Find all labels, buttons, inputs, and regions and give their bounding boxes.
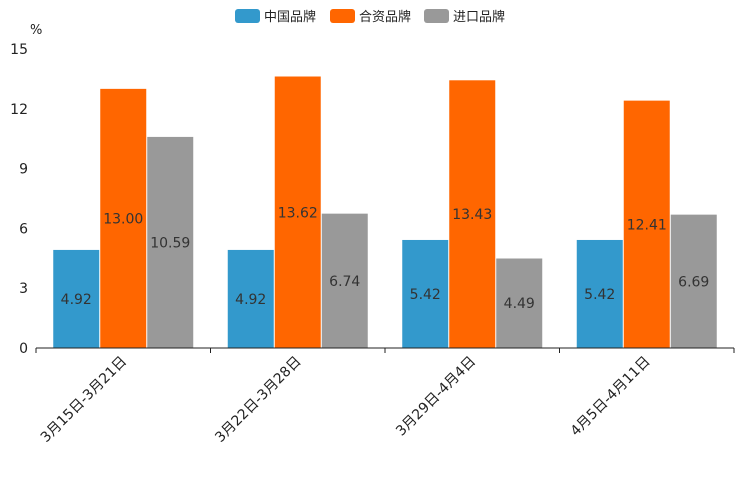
legend-swatch	[235, 9, 260, 23]
legend: 中国品牌 合资品牌 进口品牌	[235, 9, 505, 25]
y-tick-label: 6	[19, 221, 28, 237]
x-category-label: 3月15日-3月21日	[38, 354, 130, 446]
data-label: 4.92	[61, 292, 92, 308]
bar-1-2	[227, 249, 274, 348]
data-label: 13.43	[452, 207, 492, 223]
data-label: 13.00	[103, 211, 143, 227]
bar-3-1	[147, 136, 194, 348]
legend-label: 进口品牌	[453, 9, 505, 25]
data-label: 6.69	[678, 274, 709, 290]
legend-swatch	[330, 9, 355, 23]
bar-2-3	[449, 80, 496, 348]
y-tick-label: 9	[19, 162, 28, 178]
bars	[53, 76, 717, 349]
data-labels: 4.92 13.00 10.59 4.92 13.62 6.74 5.42 13.43 4.49…	[61, 205, 710, 312]
data-label: 5.42	[584, 287, 615, 303]
data-label: 4.92	[235, 292, 266, 308]
bar-2-4	[623, 100, 670, 348]
bar-3-2	[321, 213, 368, 348]
bar-1-1	[53, 249, 100, 348]
bar-2-2	[274, 76, 321, 349]
data-label: 12.41	[627, 217, 667, 233]
data-label: 5.42	[410, 287, 441, 303]
bar-2-1	[100, 88, 147, 348]
y-unit-label: %	[30, 23, 42, 38]
data-label: 6.74	[329, 274, 360, 290]
legend-swatch	[424, 9, 449, 23]
x-category-label: 3月29日-4月4日	[393, 354, 479, 440]
bar-1-3	[402, 239, 449, 348]
legend-label: 中国品牌	[264, 9, 316, 25]
bar-3-4	[670, 214, 717, 348]
y-tick-label: 3	[19, 281, 28, 297]
legend-label: 合资品牌	[359, 9, 411, 25]
data-label: 13.62	[278, 205, 318, 221]
x-category-label: 3月22日-3月28日	[212, 354, 304, 446]
y-tick-label: 12	[10, 102, 28, 118]
data-label: 10.59	[150, 235, 190, 251]
y-tick-label: 15	[10, 42, 28, 58]
y-tick-label: 0	[19, 341, 28, 357]
bar-3-3	[496, 258, 543, 348]
data-label: 4.49	[504, 296, 535, 312]
x-category-label: 4月5日-4月11日	[568, 354, 654, 440]
y-axis: 0 3 6 9 12 15	[10, 42, 28, 357]
x-axis: 3月15日-3月21日 3月22日-3月28日 3月29日-4月4日 4月5日-4月1…	[35, 347, 735, 446]
bar-1-4	[576, 239, 623, 348]
